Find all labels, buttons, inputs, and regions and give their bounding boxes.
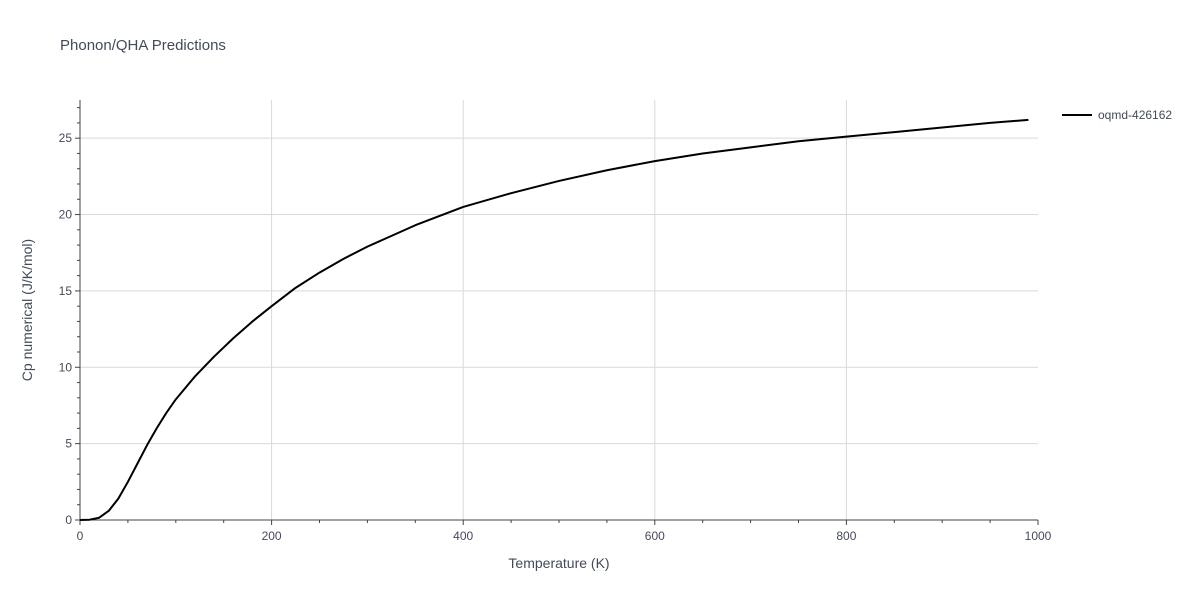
series-line-oqmd-426162 (79, 118, 1029, 521)
y-tick-label: 15 (59, 284, 73, 298)
chart-title: Phonon/QHA Predictions (60, 37, 226, 54)
x-tick-label: 200 (262, 529, 282, 543)
x-tick-label: 0 (77, 529, 84, 543)
legend[interactable]: oqmd-426162 (1062, 108, 1172, 122)
x-tick-label: 1000 (1025, 529, 1052, 543)
grid-lines (80, 100, 1038, 520)
y-tick-label: 5 (65, 437, 72, 451)
y-axis-title: Cp numerical (J/K/mol) (19, 239, 35, 381)
series-layer (79, 118, 1029, 521)
y-tick-label: 10 (59, 360, 73, 374)
x-tick-label: 800 (836, 529, 856, 543)
x-tick-label: 600 (645, 529, 665, 543)
y-tick-label: 20 (59, 208, 73, 222)
y-tick-label: 25 (59, 131, 73, 145)
x-tick-label: 400 (453, 529, 473, 543)
legend-label: oqmd-426162 (1098, 108, 1172, 122)
x-axis-title: Temperature (K) (508, 555, 609, 571)
axes: 0 200 400 600 800 1000 0 5 10 15 20 25 (59, 100, 1052, 543)
y-tick-label: 0 (65, 513, 72, 527)
